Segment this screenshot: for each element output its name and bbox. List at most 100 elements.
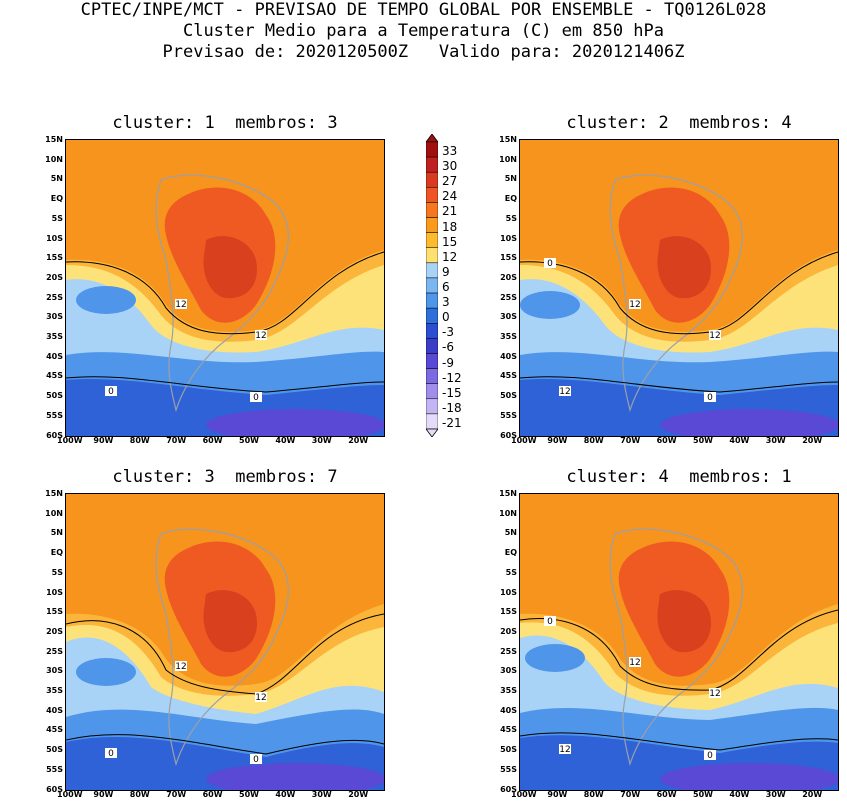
warm-core-21: [203, 590, 257, 653]
lat-tick-label: 15N: [499, 489, 517, 498]
lat-tick-label: 60S: [46, 784, 63, 794]
contour-label: 0: [108, 749, 114, 759]
lon-tick-label: 70W: [620, 436, 641, 445]
lat-tick-label: 15N: [45, 489, 63, 498]
lon-tick-label: 90W: [93, 436, 114, 445]
colorbar-label: 0: [442, 310, 450, 325]
colorbar-swatch: [426, 171, 438, 188]
colorbar-label: 12: [442, 249, 458, 264]
contour-label-bg: [255, 330, 267, 340]
lat-tick-label: 20S: [500, 272, 517, 282]
lat-tick-label: 60S: [500, 430, 517, 440]
lat-tick-label: 50S: [46, 745, 63, 755]
contour-label-bg: [709, 688, 721, 698]
colorbar-label: -21: [442, 415, 462, 430]
panel-1-title: cluster: 1 membros: 3: [112, 113, 338, 133]
lat-tick-label: 45S: [46, 371, 63, 381]
lon-tick-label: 70W: [166, 790, 187, 799]
contour-label: 12: [559, 387, 570, 397]
lat-tick-label: 20S: [46, 272, 63, 282]
contour-label-bg: [544, 258, 556, 268]
contour-label: 0: [253, 393, 259, 403]
colorbar-label: 15: [442, 234, 458, 249]
lon-tick-label: 80W: [583, 790, 604, 799]
lon-tick-label: 20W: [802, 790, 823, 799]
panel-2-title: cluster: 2 membros: 4: [566, 113, 792, 133]
cold-anomaly: [520, 291, 580, 319]
coastline: [609, 174, 744, 413]
warm-core-21: [657, 590, 711, 653]
contour-0: [66, 734, 384, 755]
warm-core-21: [203, 236, 257, 299]
warm-core-21: [657, 236, 711, 299]
lat-tick-label: 5S: [505, 567, 517, 577]
lat-tick-label: 45S: [500, 725, 517, 735]
lon-tick-label: 60W: [202, 436, 223, 445]
colorbar-swatch: [426, 323, 438, 339]
lat-tick-label: 10N: [45, 508, 63, 518]
lon-tick-label: 20W: [802, 436, 823, 445]
lat-tick-label: 30S: [500, 666, 517, 676]
colorbar-swatch: [426, 262, 438, 279]
lon-tick-label: 30W: [765, 790, 786, 799]
contour-label: 12: [629, 658, 640, 668]
lat-tick-label: 5N: [504, 528, 517, 538]
lat-tick-label: 5S: [51, 567, 63, 577]
band-minus9: [206, 409, 384, 436]
contour-12: [66, 251, 384, 335]
colorbar-label: 27: [442, 174, 458, 189]
lat-tick-label: 25S: [500, 292, 517, 302]
temperature-field-3: 12 12 0 0: [66, 494, 384, 790]
lat-tick-label: 45S: [46, 725, 63, 735]
lon-tick-label: 20W: [348, 436, 369, 445]
contour-label-bg: [544, 616, 556, 626]
lat-tick-label: 50S: [500, 745, 517, 755]
contour-label: 0: [547, 617, 553, 627]
colorbar-swatch: [426, 292, 438, 309]
colorbar-swatch: [426, 247, 438, 264]
contour-label-bg: [704, 750, 716, 760]
contour-0: [520, 732, 838, 751]
lat-tick-label: 20S: [46, 626, 63, 636]
contour-label: 0: [707, 751, 713, 761]
lat-tick-label: 25S: [46, 292, 63, 302]
colorbar-label: 18: [442, 219, 458, 234]
contour-label-bg: [629, 299, 641, 309]
band-minus9: [206, 763, 384, 790]
lat-tick-label: 40S: [500, 705, 517, 715]
lat-tick-label: 15S: [46, 607, 63, 617]
lat-tick-label: 35S: [46, 686, 63, 695]
contour-label: 12: [629, 300, 640, 310]
lat-tick-label: 15S: [500, 253, 517, 263]
lat-tick-label: 40S: [46, 351, 63, 361]
contour-label-bg: [709, 330, 721, 340]
coastline: [155, 528, 290, 767]
contour-label-bg: [175, 299, 187, 309]
lat-tick-label: 20S: [500, 626, 517, 636]
colorbar-swatch: [426, 187, 438, 203]
lat-tick-label: 35S: [500, 332, 517, 341]
band-minus9: [660, 409, 838, 436]
colorbar-swatch: [426, 353, 438, 369]
colorbar-swatch: [426, 277, 438, 294]
temperature-field-1: 12 12 0 0: [66, 140, 384, 436]
coastline: [155, 174, 290, 413]
colorbar-swatch: [426, 141, 438, 158]
lat-tick-label: 10N: [499, 508, 517, 518]
colorbar-label: -3: [442, 325, 454, 340]
contour-label-bg: [105, 748, 117, 758]
contour-label: 12: [709, 331, 720, 341]
contour-label-bg: [175, 661, 187, 671]
lon-tick-label: 30W: [311, 436, 332, 445]
contour-label-bg: [105, 386, 117, 396]
contour-label: 12: [709, 689, 720, 699]
lat-tick-label: 35S: [46, 332, 63, 341]
band-minus9: [660, 763, 838, 790]
panel-3-title: cluster: 3 membros: 7: [112, 467, 338, 487]
lon-tick-label: 90W: [547, 436, 568, 445]
colorbar-label: -9: [442, 355, 454, 370]
colorbar-swatch: [426, 413, 438, 430]
lon-tick-label: 50W: [239, 436, 259, 445]
colorbar-swatch: [426, 217, 438, 233]
colorbar-label: -18: [442, 400, 462, 415]
